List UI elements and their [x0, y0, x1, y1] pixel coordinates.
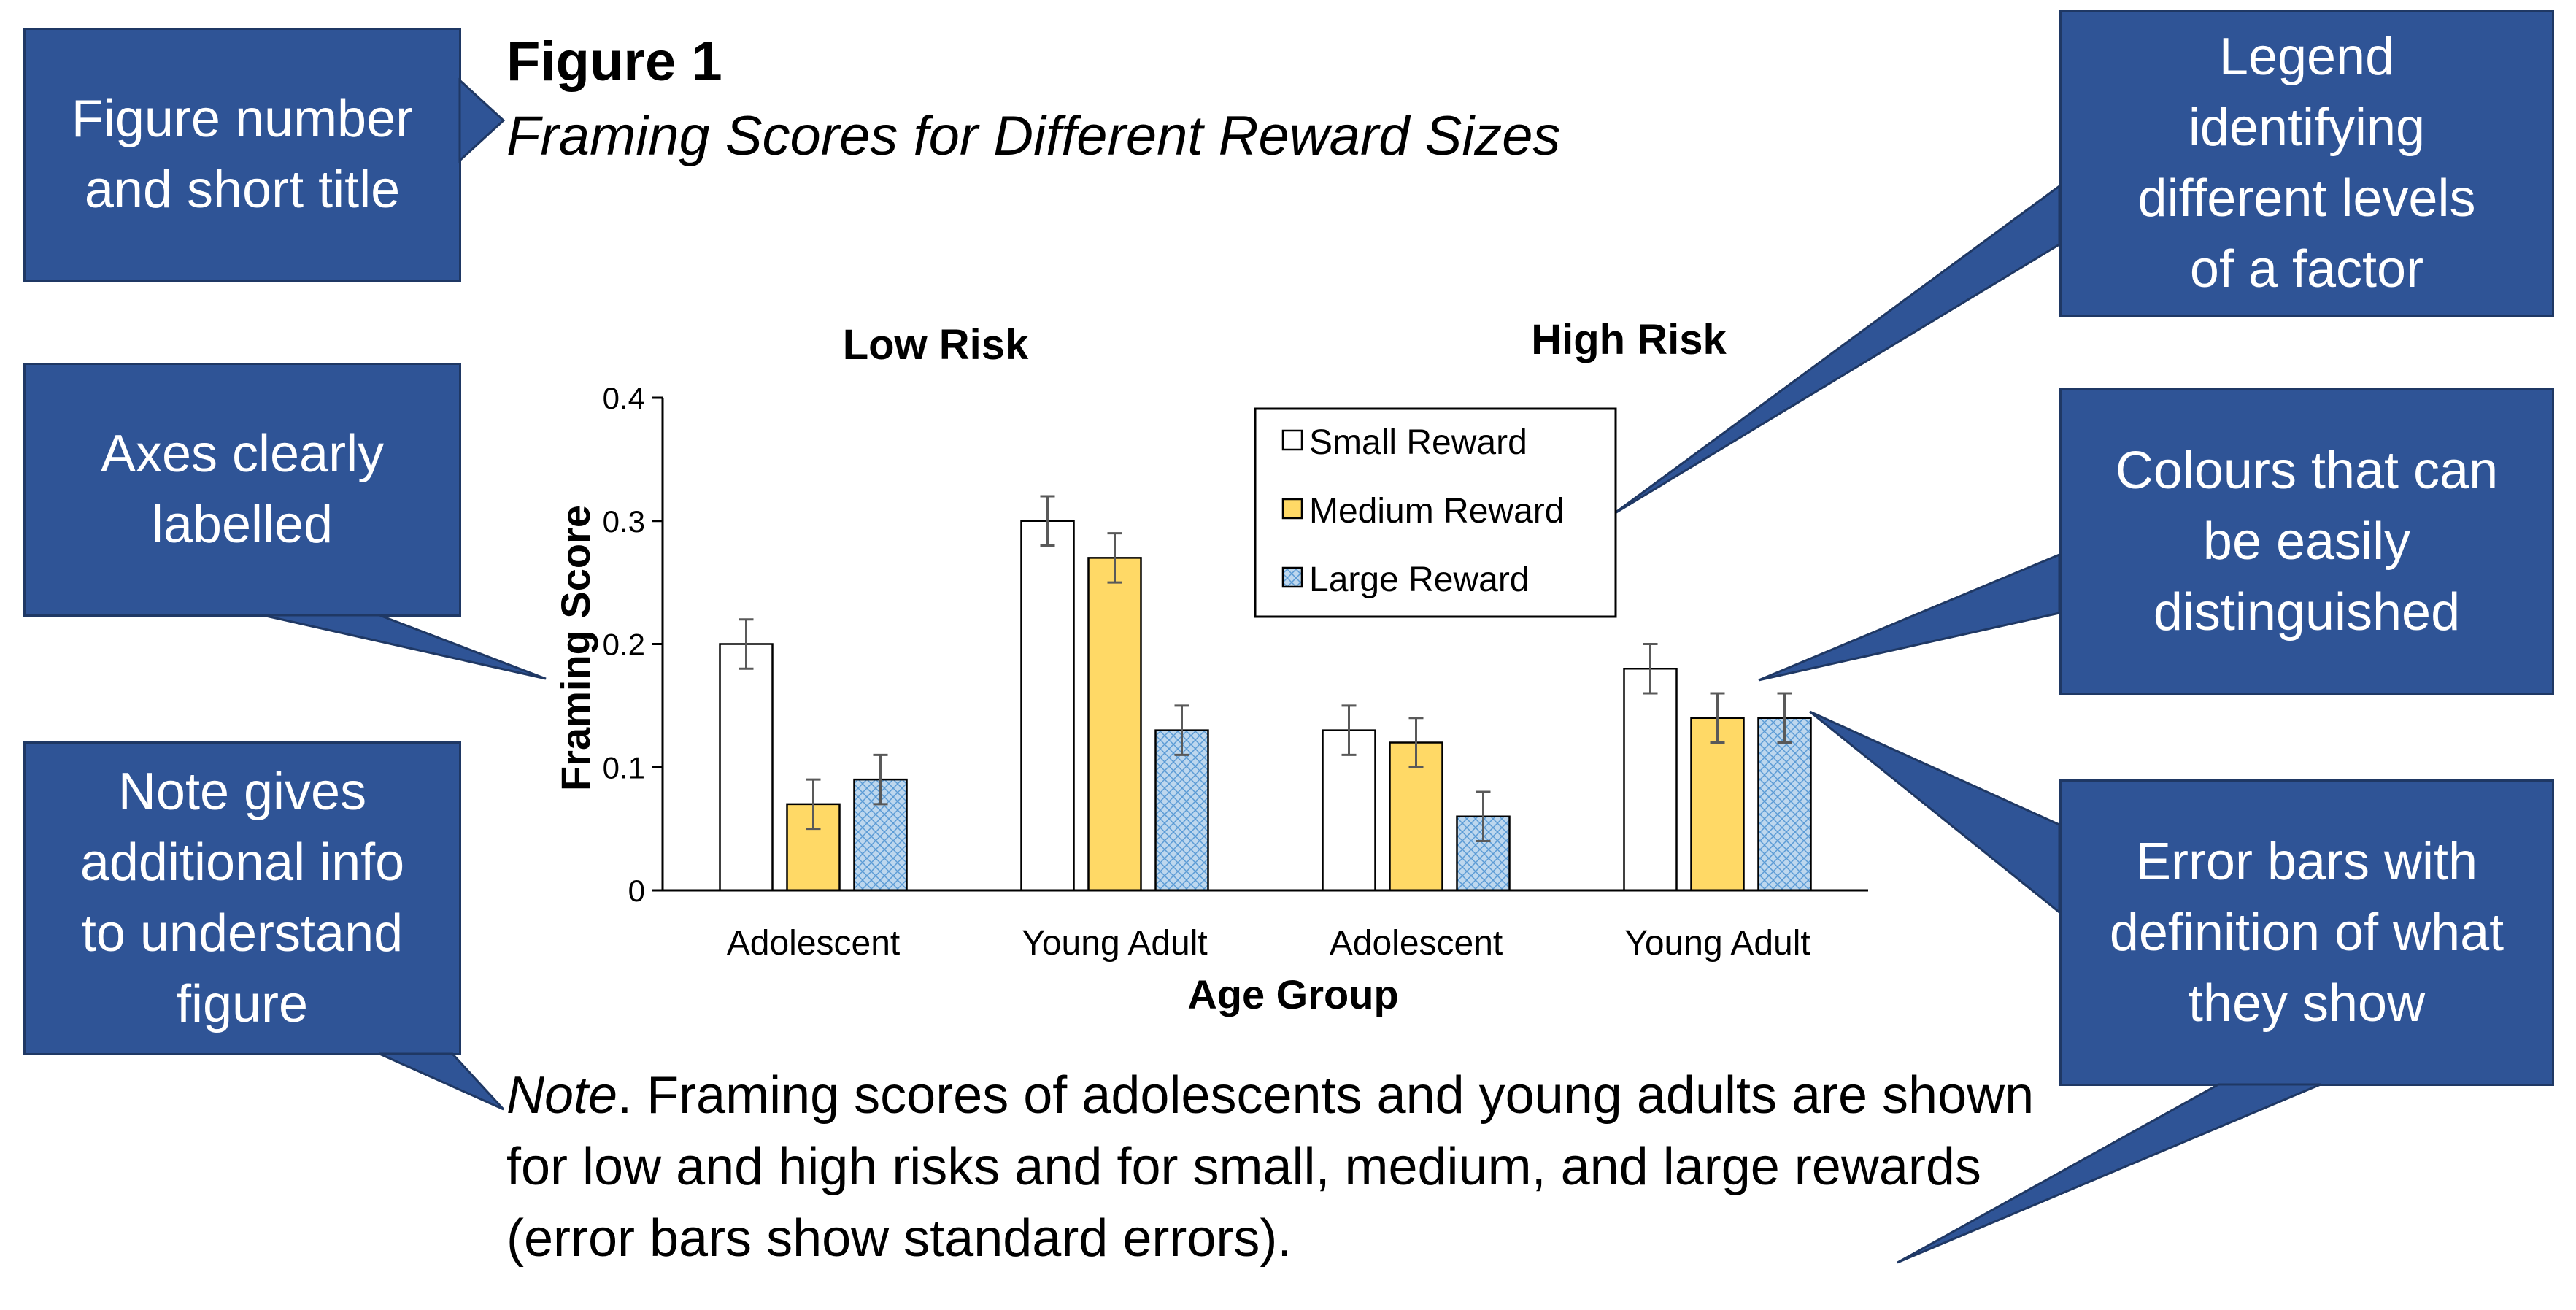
callout-line: Figure number [71, 90, 414, 148]
legend-swatch-medium [1281, 498, 1303, 520]
y-tick-label: 0.2 [603, 628, 645, 662]
callout-line: Note gives [117, 763, 367, 821]
callout-line: be easily [2202, 512, 2411, 571]
axes-callout: Axes clearly labelled [23, 363, 461, 617]
callout-line: distinguished [2153, 582, 2461, 641]
x-axis-title: Age Group [1187, 971, 1398, 1017]
bar-small-reward [719, 643, 774, 892]
callout-line: of a factor [2189, 240, 2424, 298]
colours-callout: Colours that can be easily distinguished [2059, 388, 2554, 695]
error-bars-callout: Error bars with definition of what they … [2059, 779, 2554, 1086]
callout-line: Legend [2218, 28, 2395, 86]
figure-number: Figure 1 [506, 31, 722, 93]
x-category-label: Young Adult [1022, 924, 1207, 963]
y-tick-label: 0 [628, 874, 645, 908]
note-callout-pointer [379, 1052, 505, 1111]
callout-line: figure [176, 975, 309, 1033]
title-callout: Figure number and short title [23, 28, 461, 282]
legend-callout: Legend identifying different levels of a… [2059, 10, 2554, 317]
bar-small-reward [1623, 668, 1678, 892]
error-bars-callout-pointer-a [1809, 710, 2061, 915]
y-axis-title: Framing Score [552, 505, 598, 791]
figure-title: Framing Scores for Different Reward Size… [506, 105, 1561, 167]
note-callout: Note gives additional info to understand… [23, 741, 461, 1055]
x-category-label: Adolescent [727, 924, 901, 963]
callout-line: additional info [80, 833, 405, 892]
callout-line: definition of what [2109, 903, 2504, 962]
x-category-label: Adolescent [1330, 924, 1503, 963]
legend-label-medium: Medium Reward [1309, 492, 1564, 531]
axes-callout-pointer [262, 614, 547, 680]
legend-swatch-small [1281, 429, 1303, 451]
error-bars-callout-pointer-b [1897, 1083, 2321, 1264]
x-category-label: Young Adult [1624, 924, 1810, 963]
callout-line: labelled [151, 496, 333, 554]
callout-line: identifying [2188, 99, 2426, 157]
note-text: . Framing scores of adolescents and youn… [506, 1066, 2035, 1268]
y-tick-label: 0.1 [603, 750, 645, 785]
panel-label-high-risk: High Risk [1531, 316, 1727, 363]
colours-callout-pointer [1758, 552, 2061, 682]
callout-line: to understand [81, 904, 404, 963]
legend-label-small: Small Reward [1309, 423, 1527, 462]
callout-line: different levels [2137, 169, 2476, 228]
callout-line: Axes clearly [100, 425, 385, 483]
callout-line: and short title [84, 161, 401, 219]
callout-line: Error bars with [2135, 832, 2478, 891]
panel-label-low-risk: Low Risk [843, 321, 1029, 369]
legend: Small Reward Medium Reward Large Reward [1254, 407, 1617, 618]
figure-note: Note. Framing scores of adolescents and … [506, 1060, 2039, 1274]
callout-line: Colours that can [2115, 441, 2499, 500]
bar-medium-reward [1690, 717, 1745, 892]
bar-small-reward [1020, 520, 1075, 892]
legend-swatch-large [1281, 566, 1303, 588]
y-tick-label: 0.4 [603, 381, 645, 415]
bar-medium-reward [1087, 557, 1142, 892]
legend-callout-pointer [1612, 184, 2061, 516]
legend-frame [1254, 407, 1617, 618]
legend-label-large: Large Reward [1309, 560, 1530, 599]
note-label: Note [506, 1066, 618, 1125]
y-tick-label: 0.3 [603, 504, 645, 539]
bar-large-reward [1757, 717, 1812, 892]
callout-line: they show [2188, 974, 2426, 1033]
title-callout-pointer [458, 77, 506, 163]
